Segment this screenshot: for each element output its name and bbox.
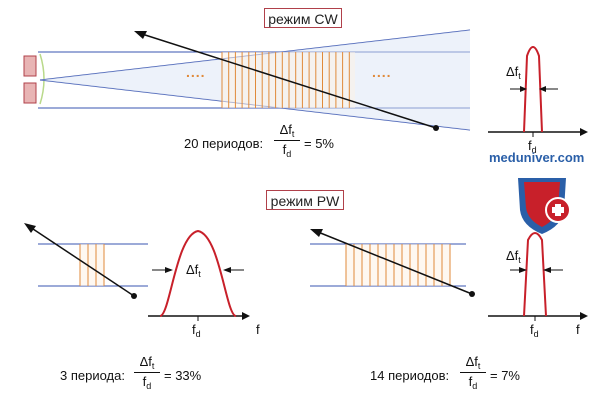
pw3-ratio-value: = 33% bbox=[164, 368, 202, 383]
medical-cross-shield-icon bbox=[518, 178, 571, 234]
cw-transducer-bottom bbox=[23, 82, 37, 104]
cw-spectrum bbox=[488, 46, 588, 137]
pw3-ratio-fraction: Δft fd bbox=[134, 354, 160, 391]
pw14-flow-dot bbox=[469, 291, 475, 297]
pw3-center-frequency-label: fd bbox=[192, 322, 201, 339]
pw14-spectrum bbox=[488, 232, 588, 321]
pw3-flow-dot bbox=[131, 293, 137, 299]
pw3-periods-label: 3 периода: bbox=[60, 368, 125, 383]
pw3-spectrum bbox=[148, 229, 250, 321]
cw-center-frequency-label: fd bbox=[528, 138, 537, 155]
pw3-bandwidth-label: Δft bbox=[186, 262, 201, 279]
cw-wave-lines bbox=[221, 52, 355, 108]
pw14-ratio-fraction: Δft fd bbox=[460, 354, 486, 391]
cw-ratio-fraction: Δft fd bbox=[274, 122, 300, 159]
cw-transducer-lens bbox=[39, 53, 45, 105]
cw-mode-label: режим CW bbox=[264, 8, 342, 28]
cw-bandwidth-label: Δft bbox=[506, 64, 521, 81]
pw14-bandwidth-label: Δft bbox=[506, 248, 521, 265]
pw14-center-frequency-label: fd bbox=[530, 322, 539, 339]
watermark-text: meduniver.com bbox=[489, 150, 585, 165]
pw14-axis-label: f bbox=[576, 322, 580, 337]
pw3-wave-lines bbox=[79, 244, 105, 286]
cw-flow-dot bbox=[433, 125, 439, 131]
cw-periods-label: 20 периодов: bbox=[184, 136, 264, 151]
pw3-flow-arrow bbox=[29, 226, 135, 297]
pw14-periods-label: 14 периодов: bbox=[370, 368, 450, 383]
cw-dots-left: .... bbox=[186, 64, 206, 80]
cw-dots-right: .... bbox=[372, 64, 392, 80]
pw14-flow-arrowhead bbox=[310, 229, 323, 237]
pw3-pulse-region bbox=[80, 244, 104, 286]
pw14-ratio-value: = 7% bbox=[490, 368, 520, 383]
pw3-axis-label: f bbox=[256, 322, 260, 337]
cw-flow-arrow bbox=[141, 33, 437, 129]
pw14-flow-arrow bbox=[317, 231, 473, 295]
pw3-flow-arrowhead bbox=[24, 223, 36, 233]
cw-flow-arrowhead bbox=[134, 31, 147, 39]
cw-transducer-top bbox=[23, 55, 37, 77]
cw-ratio-value: = 5% bbox=[304, 136, 334, 151]
pw-mode-label: режим PW bbox=[266, 190, 344, 210]
